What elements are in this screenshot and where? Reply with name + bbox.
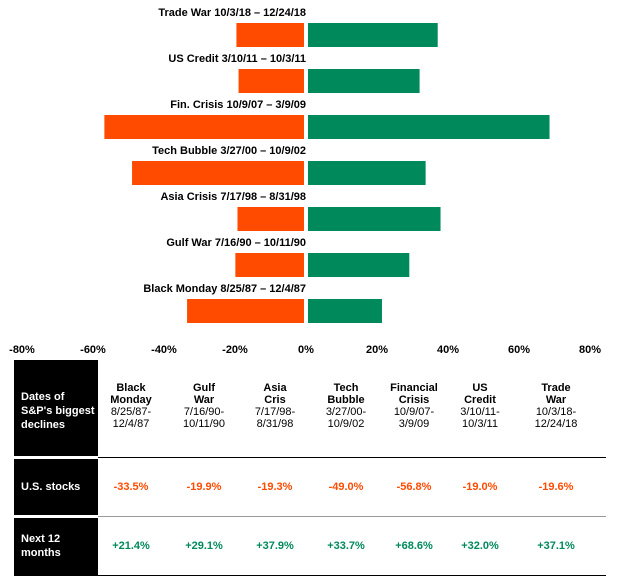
column-dates: 12/24/18 [534, 418, 578, 430]
bar-decline [132, 161, 304, 185]
bar-decline [235, 253, 304, 277]
row-header-stocks-text: U.S. stocks [21, 481, 81, 493]
comparison-table: Dates of S&P's biggest declines U.S. sto… [14, 360, 606, 576]
column-dates: 3/27/00- [325, 406, 367, 418]
x-tick-label: 40% [437, 344, 459, 356]
category-label: Gulf War 7/16/90 – 10/11/90 [166, 237, 306, 249]
table-rule-top [98, 457, 606, 458]
us-stocks-value: -33.5% [113, 481, 149, 493]
us-stocks-value: -19.9% [186, 481, 222, 493]
us-stocks-value: -19.3% [257, 481, 293, 493]
column-name: Bubble [327, 394, 365, 406]
us-stocks-value: -49.0% [328, 481, 364, 493]
row-header-stocks: U.S. stocks [14, 459, 98, 515]
column-dates: 7/16/90- [183, 406, 225, 418]
row-header-next: Next 12 months [14, 518, 98, 576]
row-header-next-text: Next 12 months [21, 533, 61, 559]
row-header-dates: Dates of S&P's biggest declines [14, 360, 98, 456]
column-name: Monday [110, 394, 152, 406]
column-dates: 3/10/11- [460, 406, 500, 418]
next-12-months-value: +29.1% [185, 540, 223, 552]
column-name: Cris [264, 394, 286, 406]
next-12-months-value: +37.9% [256, 540, 294, 552]
us-stocks-value: -19.6% [538, 481, 574, 493]
column-dates: 3/9/09 [398, 418, 430, 430]
column-name: Tech [333, 382, 359, 394]
column-name: Gulf [193, 382, 215, 394]
row-header-dates-text: Dates of S&P's biggest declines [21, 391, 95, 431]
next-12-months-value: +33.7% [327, 540, 365, 552]
column-name: Asia [263, 382, 287, 394]
bar-decline [238, 69, 304, 93]
bar-decline [236, 23, 304, 47]
column-header: Asia Cris 7/17/98- 8/31/98 [237, 382, 313, 430]
next-12-months-value: +21.4% [112, 540, 150, 552]
x-tick-label: -80% [9, 344, 35, 356]
category-label: Asia Crisis 7/17/98 – 8/31/98 [160, 191, 306, 203]
x-tick-label: 80% [579, 344, 601, 356]
column-name: Trade [541, 382, 571, 394]
x-tick-label: -20% [222, 344, 248, 356]
bar-next-12-months [308, 69, 420, 93]
category-label: Fin. Crisis 10/9/07 – 3/9/09 [170, 99, 306, 111]
bar-decline [104, 115, 304, 139]
diverging-bar-chart: Trade War 10/3/18 – 12/24/18 US Credit 3/… [9, 7, 601, 356]
category-label: Trade War 10/3/18 – 12/24/18 [158, 7, 306, 19]
column-header: Tech Bubble 3/27/00- 10/9/02 [308, 382, 384, 430]
x-tick-label: -60% [80, 344, 106, 356]
column-name: Crisis [398, 394, 430, 406]
column-dates: 8/25/87- [110, 406, 152, 418]
category-label: Tech Bubble 3/27/00 – 10/9/02 [152, 145, 306, 157]
column-name: Financial [390, 382, 438, 394]
us-stocks-value: -56.8% [396, 481, 432, 493]
column-header: Financial Crisis 10/9/07- 3/9/09 [376, 382, 452, 430]
column-dates: 12/4/87 [112, 418, 150, 430]
column-name: War [545, 394, 567, 406]
next-12-months-value: +68.6% [395, 540, 433, 552]
category-label: US Credit 3/10/11 – 10/3/11 [168, 53, 306, 65]
bar-next-12-months [308, 253, 410, 277]
column-dates: 10/3/18- [535, 406, 577, 418]
column-dates: 10/9/02 [327, 418, 365, 430]
column-header: Trade War 10/3/18- 12/24/18 [518, 382, 594, 430]
column-name: Black [116, 382, 146, 394]
column-name: War [193, 394, 215, 406]
x-tick-label: 0% [298, 344, 314, 356]
next-12-months-value: +32.0% [461, 540, 499, 552]
bar-next-12-months [308, 115, 550, 139]
x-tick-label: 60% [508, 344, 530, 356]
column-dates: 10/9/07- [393, 406, 435, 418]
bar-next-12-months [308, 299, 382, 323]
us-stocks-value: -19.0% [462, 481, 498, 493]
bar-next-12-months [308, 161, 426, 185]
column-dates: 10/3/11 [462, 418, 498, 430]
bar-decline [237, 207, 304, 231]
column-header: Gulf War 7/16/90- 10/11/90 [166, 382, 242, 430]
bar-next-12-months [308, 207, 441, 231]
column-header: Black Monday 8/25/87- 12/4/87 [93, 382, 169, 430]
column-dates: 7/17/98- [254, 406, 296, 418]
category-label: Black Monday 8/25/87 – 12/4/87 [143, 283, 306, 295]
next-12-months-value: +37.1% [537, 540, 575, 552]
x-tick-label: -40% [151, 344, 177, 356]
column-header: US Credit 3/10/11- 10/3/11 [442, 382, 518, 430]
bar-next-12-months [308, 23, 438, 47]
table-rule-bottom [98, 575, 606, 576]
column-dates: 8/31/98 [256, 418, 294, 430]
column-name: US [472, 382, 488, 394]
column-name: Credit [464, 394, 496, 406]
column-dates: 10/11/90 [182, 418, 225, 430]
table-rule-mid [98, 516, 606, 517]
bar-decline [187, 299, 304, 323]
x-tick-label: 20% [366, 344, 388, 356]
